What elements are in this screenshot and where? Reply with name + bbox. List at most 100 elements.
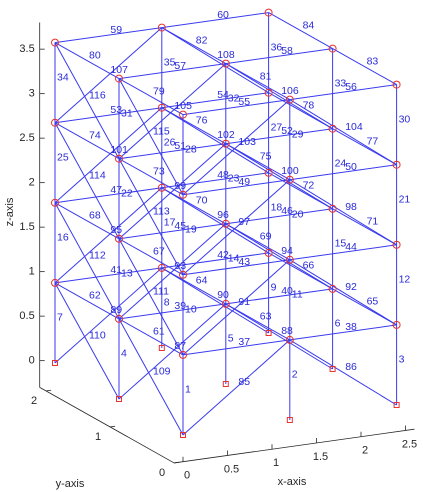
member-label: 66 <box>303 260 315 272</box>
support <box>286 417 293 423</box>
support <box>265 330 272 336</box>
member <box>54 282 120 320</box>
member-label: 70 <box>196 195 208 207</box>
member-label: 59 <box>110 24 122 36</box>
member-label: 8 <box>164 297 170 309</box>
member <box>182 259 291 356</box>
member-label: 63 <box>260 311 272 323</box>
member <box>332 48 397 86</box>
member-label: 6 <box>335 318 341 330</box>
member-label: 34 <box>57 71 69 83</box>
node <box>179 190 187 199</box>
member <box>161 107 269 174</box>
member-label: 81 <box>260 70 272 82</box>
member-label: 53 <box>110 104 122 116</box>
member-label: 80 <box>89 49 101 61</box>
member-label: 94 <box>281 245 293 257</box>
member-label: 89 <box>110 304 122 316</box>
member-label: 108 <box>217 49 235 61</box>
member-label: 67 <box>153 246 165 258</box>
member <box>225 48 333 65</box>
node <box>392 80 401 89</box>
node <box>115 314 123 323</box>
z-tick-label: 2.5 <box>19 132 34 144</box>
member-label: 64 <box>196 275 208 287</box>
node <box>221 59 230 68</box>
member <box>225 143 333 210</box>
member-label: 49 <box>238 176 250 188</box>
member-label: 79 <box>153 85 165 97</box>
member-label: 65 <box>367 296 379 308</box>
y-tick <box>46 389 52 392</box>
member <box>118 223 226 240</box>
member <box>289 259 397 326</box>
member-label: 35 <box>164 56 176 68</box>
member-label: 45 <box>174 220 186 232</box>
member <box>118 238 184 356</box>
node <box>115 234 123 243</box>
y-tick <box>174 461 180 464</box>
z-tick-label: 1.5 <box>19 221 34 233</box>
support <box>116 396 122 402</box>
node <box>328 124 337 133</box>
node <box>51 38 59 47</box>
member-label: 50 <box>345 161 357 173</box>
member-label: 113 <box>153 206 170 218</box>
member-label: 39 <box>174 300 186 312</box>
member-label: 58 <box>281 45 293 57</box>
member <box>118 143 226 160</box>
node <box>115 74 123 83</box>
member-label: 112 <box>89 250 106 262</box>
member-label: 46 <box>281 205 293 217</box>
member <box>54 42 120 80</box>
member-label: 93 <box>174 260 186 272</box>
y-tick-label: 1 <box>95 431 101 443</box>
member <box>182 339 291 436</box>
member-label: 48 <box>217 169 229 181</box>
member <box>182 339 290 356</box>
member-label: 47 <box>110 184 122 196</box>
member <box>118 158 184 196</box>
member <box>54 27 163 124</box>
node <box>392 160 401 169</box>
member <box>289 84 397 101</box>
y-tick-label: 2 <box>31 395 37 407</box>
member-label: 71 <box>367 216 379 228</box>
member-label: 17 <box>164 217 176 229</box>
member-label: 68 <box>89 210 101 222</box>
member-label: 32 <box>228 92 240 104</box>
node <box>157 103 166 112</box>
member-label: 16 <box>57 232 69 244</box>
node <box>157 23 166 32</box>
member-label: 25 <box>57 152 69 164</box>
member-label: 36 <box>271 41 283 53</box>
member-label: 75 <box>260 150 272 162</box>
member-label: 115 <box>153 125 170 137</box>
member-label: 84 <box>303 19 315 31</box>
member-label: 88 <box>281 325 293 337</box>
member-label: 51 <box>174 140 186 152</box>
member-label: 23 <box>228 173 240 185</box>
node <box>285 175 294 184</box>
node <box>392 320 401 329</box>
member-label: 15 <box>335 238 347 250</box>
x-tick-label: 2 <box>362 445 368 457</box>
member-label: 92 <box>345 281 357 293</box>
y-tick-label: 0 <box>159 467 165 479</box>
member-label: 100 <box>281 165 299 177</box>
member-label: 104 <box>345 121 363 133</box>
member-label: 31 <box>121 107 133 119</box>
node <box>264 8 273 17</box>
member <box>118 223 227 320</box>
member-label: 52 <box>281 125 293 137</box>
x-tick-label: 2.5 <box>402 438 417 450</box>
member <box>54 27 162 44</box>
member-label: 43 <box>238 256 250 268</box>
member <box>161 267 269 334</box>
member <box>54 122 120 160</box>
support <box>180 432 186 438</box>
axis-line <box>174 428 415 464</box>
member <box>118 63 227 160</box>
member-label: 96 <box>217 209 229 221</box>
